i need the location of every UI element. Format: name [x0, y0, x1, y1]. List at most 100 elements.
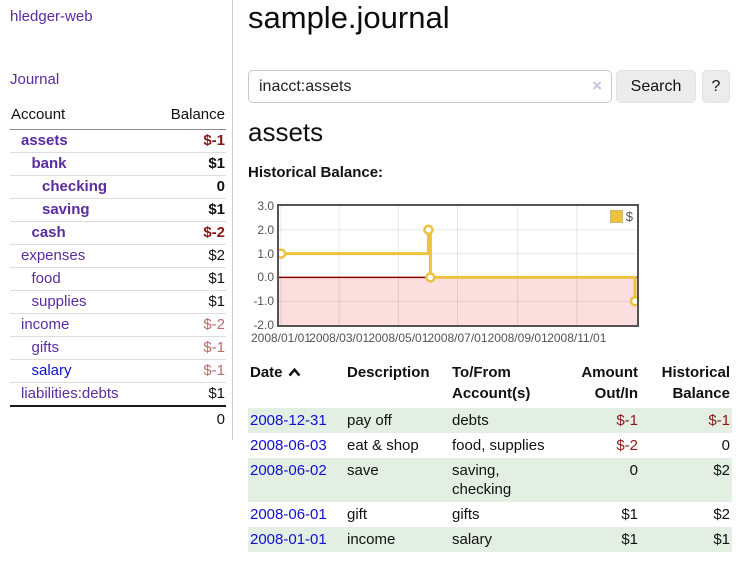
- account-balance: $-2: [152, 313, 226, 337]
- transaction-description: save: [347, 462, 379, 479]
- search-row: × Search ?: [248, 70, 732, 103]
- transaction-description: gift: [347, 506, 368, 523]
- account-link[interactable]: checking: [42, 178, 108, 195]
- account-balance: $-1: [152, 336, 226, 360]
- account-link[interactable]: income: [21, 316, 70, 333]
- account-row: supplies $1: [10, 290, 226, 314]
- account-balance: $2: [152, 244, 226, 268]
- page-title: sample.journal: [248, 0, 450, 35]
- transaction-accounts: salary: [452, 531, 493, 548]
- account-row: salary $-1: [10, 359, 226, 383]
- x-axis-tick-label: 2008/11/01: [547, 331, 607, 345]
- legend-swatch-icon: [609, 210, 623, 223]
- account-row: food $1: [10, 267, 226, 291]
- account-link[interactable]: food: [31, 270, 61, 287]
- account-link[interactable]: expenses: [21, 247, 86, 264]
- account-link[interactable]: cash: [31, 224, 66, 241]
- transaction-amount: $-1: [616, 412, 638, 429]
- account-balance: $-1: [152, 359, 226, 383]
- account-balance: $1: [152, 290, 226, 314]
- legend-label: $: [625, 209, 633, 224]
- accounts-header-account: Account: [10, 103, 153, 130]
- account-balance: $1: [152, 382, 226, 406]
- account-balance: $-1: [203, 132, 225, 149]
- account-heading: assets: [248, 117, 324, 147]
- search-input[interactable]: [248, 70, 612, 103]
- transaction-balance: 0: [721, 437, 730, 454]
- account-balance: 0: [152, 175, 226, 199]
- transaction-accounts: saving, checking: [452, 462, 512, 498]
- col-header-date[interactable]: Date: [248, 358, 345, 408]
- transaction-row: 2008-06-01 gift gifts $1 $2: [248, 502, 732, 527]
- transaction-description: income: [347, 531, 396, 548]
- transaction-balance: $2: [713, 462, 730, 479]
- y-axis-tick-label: -2.0: [253, 318, 274, 332]
- account-link[interactable]: saving: [42, 201, 90, 218]
- account-row: checking 0: [10, 175, 226, 199]
- account-link[interactable]: bank: [31, 155, 67, 172]
- account-balance: $1: [152, 152, 226, 176]
- transactions-header-row: Date Description To/From Account(s) Amou…: [248, 358, 732, 408]
- balance-chart-canvas: [279, 206, 637, 325]
- x-axis-tick-label: 2008/03/01: [309, 331, 370, 345]
- sidebar-item-journal[interactable]: Journal: [10, 71, 60, 88]
- y-axis-tick-label: 2.0: [257, 222, 274, 237]
- balance-chart: $ 3.0 2.0 1.0 0.0 -1.0 -2.0 2008/01/01 2008/03/…: [248, 196, 732, 354]
- transaction-date-link[interactable]: 2008-06-02: [250, 462, 327, 479]
- transaction-row: 2008-01-01 income salary $1 $1: [248, 527, 732, 552]
- transactions-table: Date Description To/From Account(s) Amou…: [248, 358, 732, 552]
- chart-title: Historical Balance:: [248, 164, 384, 181]
- account-row: expenses $2: [10, 244, 226, 268]
- help-button[interactable]: ?: [702, 70, 730, 103]
- account-link[interactable]: gifts: [31, 339, 60, 356]
- clear-search-icon[interactable]: ×: [592, 76, 602, 95]
- transaction-date-link[interactable]: 2008-06-01: [250, 506, 327, 523]
- transaction-date-link[interactable]: 2008-06-03: [250, 437, 327, 454]
- account-link[interactable]: salary: [31, 362, 72, 379]
- x-axis-tick-label: 2008/01/01: [250, 331, 312, 345]
- account-row: liabilities:debts $1: [10, 382, 226, 406]
- accounts-total-row: 0: [10, 405, 226, 433]
- transaction-description: pay off: [347, 412, 392, 429]
- y-axis-tick-label: -1.0: [253, 294, 274, 309]
- account-link[interactable]: supplies: [31, 293, 87, 310]
- account-row: cash $-2: [10, 221, 226, 245]
- transaction-row: 2008-06-02 save saving, checking 0 $2: [248, 458, 732, 502]
- transaction-amount: 0: [629, 462, 638, 479]
- y-axis-tick-label: 0.0: [257, 270, 274, 285]
- account-link[interactable]: assets: [21, 132, 68, 149]
- sidebar: hledger-web Journal Account Balance asse…: [0, 0, 233, 440]
- transaction-date-link[interactable]: 2008-01-01: [250, 531, 327, 548]
- account-link[interactable]: liabilities:debts: [21, 385, 119, 402]
- account-row: income $-2: [10, 313, 226, 337]
- account-row: assets $-1: [10, 130, 226, 153]
- account-row: gifts $-1: [10, 336, 226, 360]
- transaction-row: 2008-06-03 eat & shop food, supplies $-2 0: [248, 433, 732, 458]
- balance-chart-plot-area[interactable]: $: [277, 204, 639, 327]
- col-header-description: Description: [347, 364, 430, 381]
- x-axis-tick-label: 2008/09/01: [487, 331, 548, 345]
- account-balance: $1: [152, 267, 226, 291]
- accounts-table: Account Balance assets $-1 bank $1 checking 0…: [10, 103, 226, 433]
- main-content: sample.journal × Search ? assets Histori…: [248, 0, 732, 582]
- account-row: bank $1: [10, 152, 226, 176]
- transaction-amount: $1: [621, 506, 638, 523]
- transaction-balance: $-1: [708, 412, 730, 429]
- x-axis-tick-label: 2008/05/01: [368, 331, 429, 345]
- date-header-label: Date: [250, 364, 283, 381]
- col-header-balance: Historical Balance: [661, 364, 730, 402]
- transaction-balance: $1: [713, 531, 730, 548]
- search-box: ×: [248, 70, 612, 103]
- transaction-date-link[interactable]: 2008-12-31: [250, 412, 327, 429]
- transaction-amount: $-2: [616, 437, 638, 454]
- transaction-accounts: food, supplies: [452, 437, 545, 454]
- chart-legend: $: [609, 209, 633, 224]
- col-header-amount: Amount Out/In: [581, 364, 638, 402]
- y-axis-tick-label: 1.0: [257, 246, 274, 261]
- transaction-accounts: debts: [452, 412, 489, 429]
- y-axis-tick-label: 3.0: [257, 199, 274, 213]
- account-balance: $1: [152, 198, 226, 222]
- transaction-row: 2008-12-31 pay off debts $-1 $-1: [248, 408, 732, 433]
- app-title-link[interactable]: hledger-web: [10, 8, 93, 25]
- search-button[interactable]: Search: [616, 70, 696, 103]
